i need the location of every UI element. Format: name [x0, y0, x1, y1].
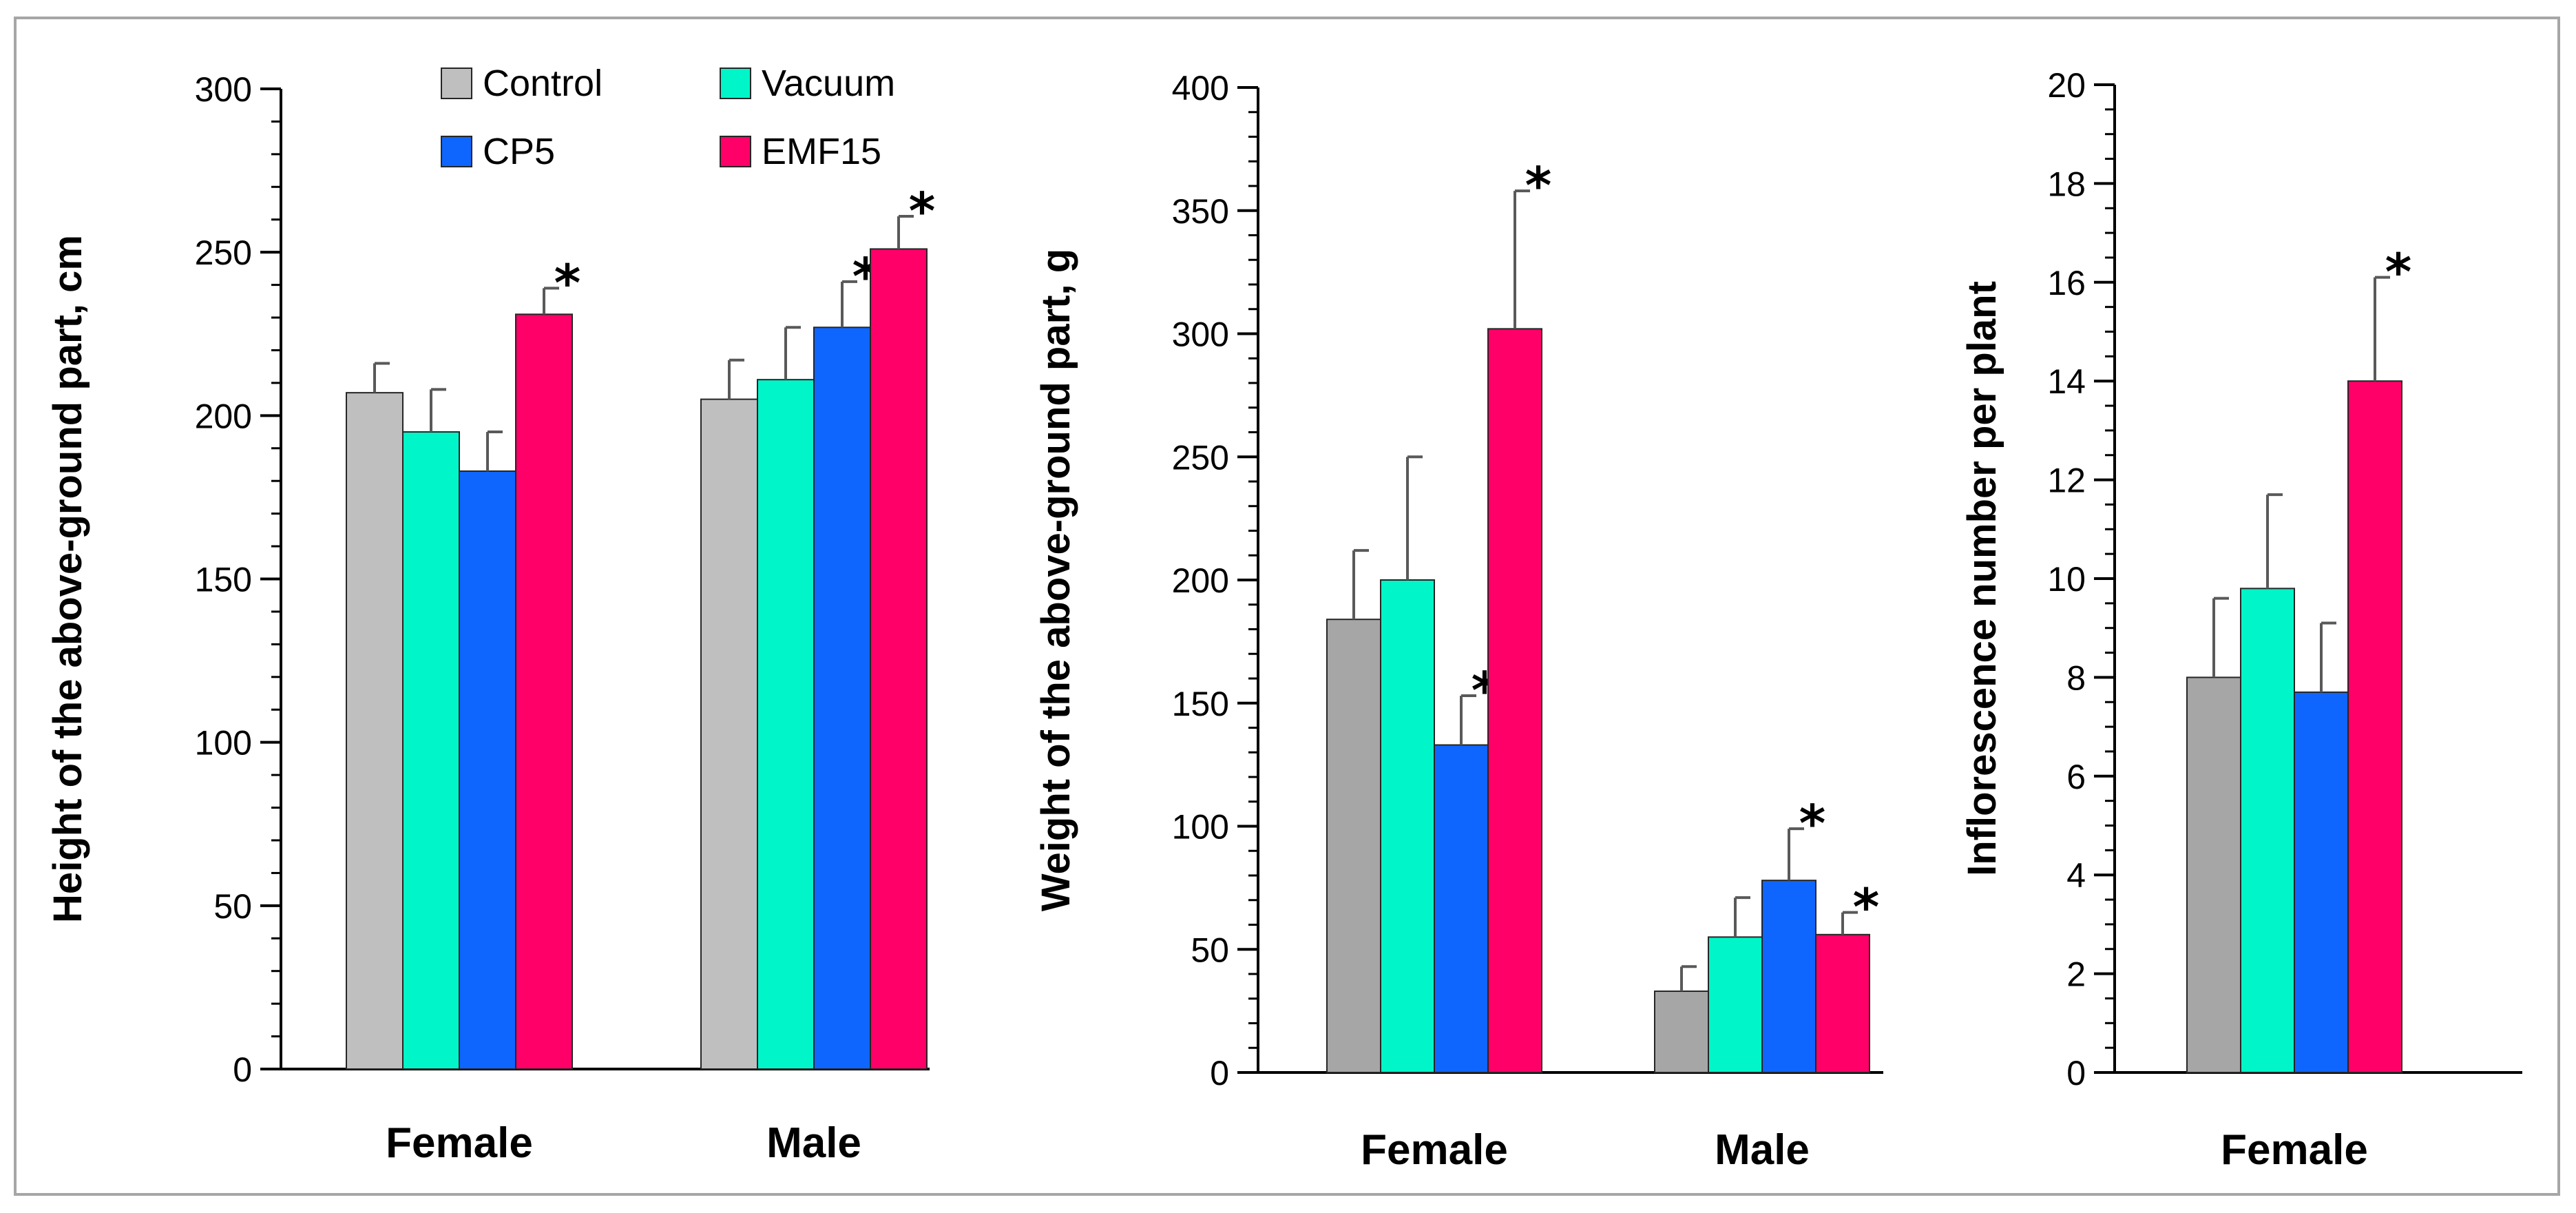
- y-tick-label: 4: [2066, 856, 2086, 895]
- legend-label: Control: [483, 63, 603, 104]
- y-axis-title: Weight of the above-ground part, g: [1034, 249, 1078, 911]
- y-tick-label: 2: [2066, 955, 2086, 994]
- bar: [1815, 933, 1870, 1074]
- y-tick-label: 200: [1172, 561, 1229, 600]
- y-tick-label: 150: [195, 561, 252, 599]
- bar: [402, 431, 460, 1070]
- y-tick-label: 300: [1172, 315, 1229, 354]
- bar: [757, 379, 815, 1070]
- bar: [1708, 936, 1763, 1073]
- bar: [515, 313, 573, 1070]
- significance-marker: *: [554, 253, 581, 313]
- legend-swatch: [720, 136, 751, 167]
- significance-marker: *: [1525, 156, 1552, 216]
- panel-height: 0 50 100 150 200 250 300 Height of the above-gr…: [45, 70, 935, 1167]
- y-tick-label: 250: [1172, 438, 1229, 477]
- y-axis-title: Inflorescence number per plant: [1960, 281, 2004, 876]
- bar: [2186, 676, 2241, 1073]
- bar: [2294, 691, 2349, 1073]
- bar: [870, 248, 928, 1070]
- y-tick-label: 150: [1172, 685, 1229, 723]
- bar: [1487, 328, 1542, 1074]
- legend-swatch: [720, 68, 751, 99]
- y-tick-label: 0: [233, 1050, 252, 1089]
- y-tick-label: 350: [1172, 192, 1229, 231]
- bar: [459, 470, 516, 1070]
- significance-marker: *: [909, 182, 936, 241]
- y-tick-label: 50: [213, 887, 252, 926]
- significance-marker: *: [1799, 794, 1826, 853]
- y-tick-label: 0: [1210, 1054, 1229, 1092]
- bar: [1761, 880, 1816, 1074]
- bar: [346, 392, 404, 1070]
- bar: [1654, 991, 1709, 1074]
- legend-label: CP5: [483, 131, 555, 172]
- y-tick-label: 16: [2047, 264, 2086, 302]
- category-label: Male: [1715, 1126, 1810, 1174]
- y-tick-label: 20: [2047, 66, 2086, 105]
- y-tick-label: 300: [195, 70, 252, 109]
- y-axis-title: Height of the above-ground part, cm: [45, 235, 90, 923]
- y-tick-label: 0: [2066, 1054, 2086, 1092]
- significance-marker: *: [1853, 878, 1880, 937]
- legend: Control Vacuum CP5 EMF15: [441, 63, 895, 172]
- y-tick-label: 6: [2066, 758, 2086, 796]
- category-label: Male: [766, 1119, 861, 1167]
- figure-frame: [14, 17, 2560, 1196]
- significance-marker: *: [2385, 243, 2412, 302]
- bar: [2347, 380, 2402, 1073]
- y-tick-label: 10: [2047, 560, 2086, 599]
- y-tick-label: 100: [1172, 808, 1229, 847]
- panel-weight: 0 50 100 150 200 250 300 350 400 Weight of the ab…: [1034, 69, 1883, 1174]
- legend-label: Vacuum: [762, 63, 895, 104]
- y-tick-label: 400: [1172, 69, 1229, 107]
- category-label: Female: [1361, 1126, 1508, 1174]
- bar: [1434, 744, 1489, 1074]
- legend-label: EMF15: [762, 131, 881, 172]
- y-tick-label: 100: [195, 724, 252, 763]
- bar: [813, 326, 871, 1070]
- bar: [700, 398, 758, 1070]
- bar: [1380, 579, 1435, 1073]
- y-tick-label: 18: [2047, 165, 2086, 203]
- category-label: Female: [2221, 1126, 2368, 1174]
- bar: [2240, 588, 2295, 1073]
- legend-swatch: [441, 68, 472, 99]
- category-label: Female: [386, 1119, 533, 1167]
- bar: [1326, 619, 1381, 1073]
- y-tick-label: 12: [2047, 462, 2086, 500]
- legend-swatch: [441, 136, 472, 167]
- panel-inflorescence: 0 2 4 6 8 10 12 14 16 18 20 Inflorescence number pe…: [1960, 66, 2522, 1174]
- y-tick-label: 250: [195, 234, 252, 272]
- y-tick-label: 8: [2066, 659, 2086, 697]
- y-tick-label: 14: [2047, 362, 2086, 401]
- y-tick-label: 200: [195, 397, 252, 435]
- y-tick-label: 50: [1191, 931, 1229, 969]
